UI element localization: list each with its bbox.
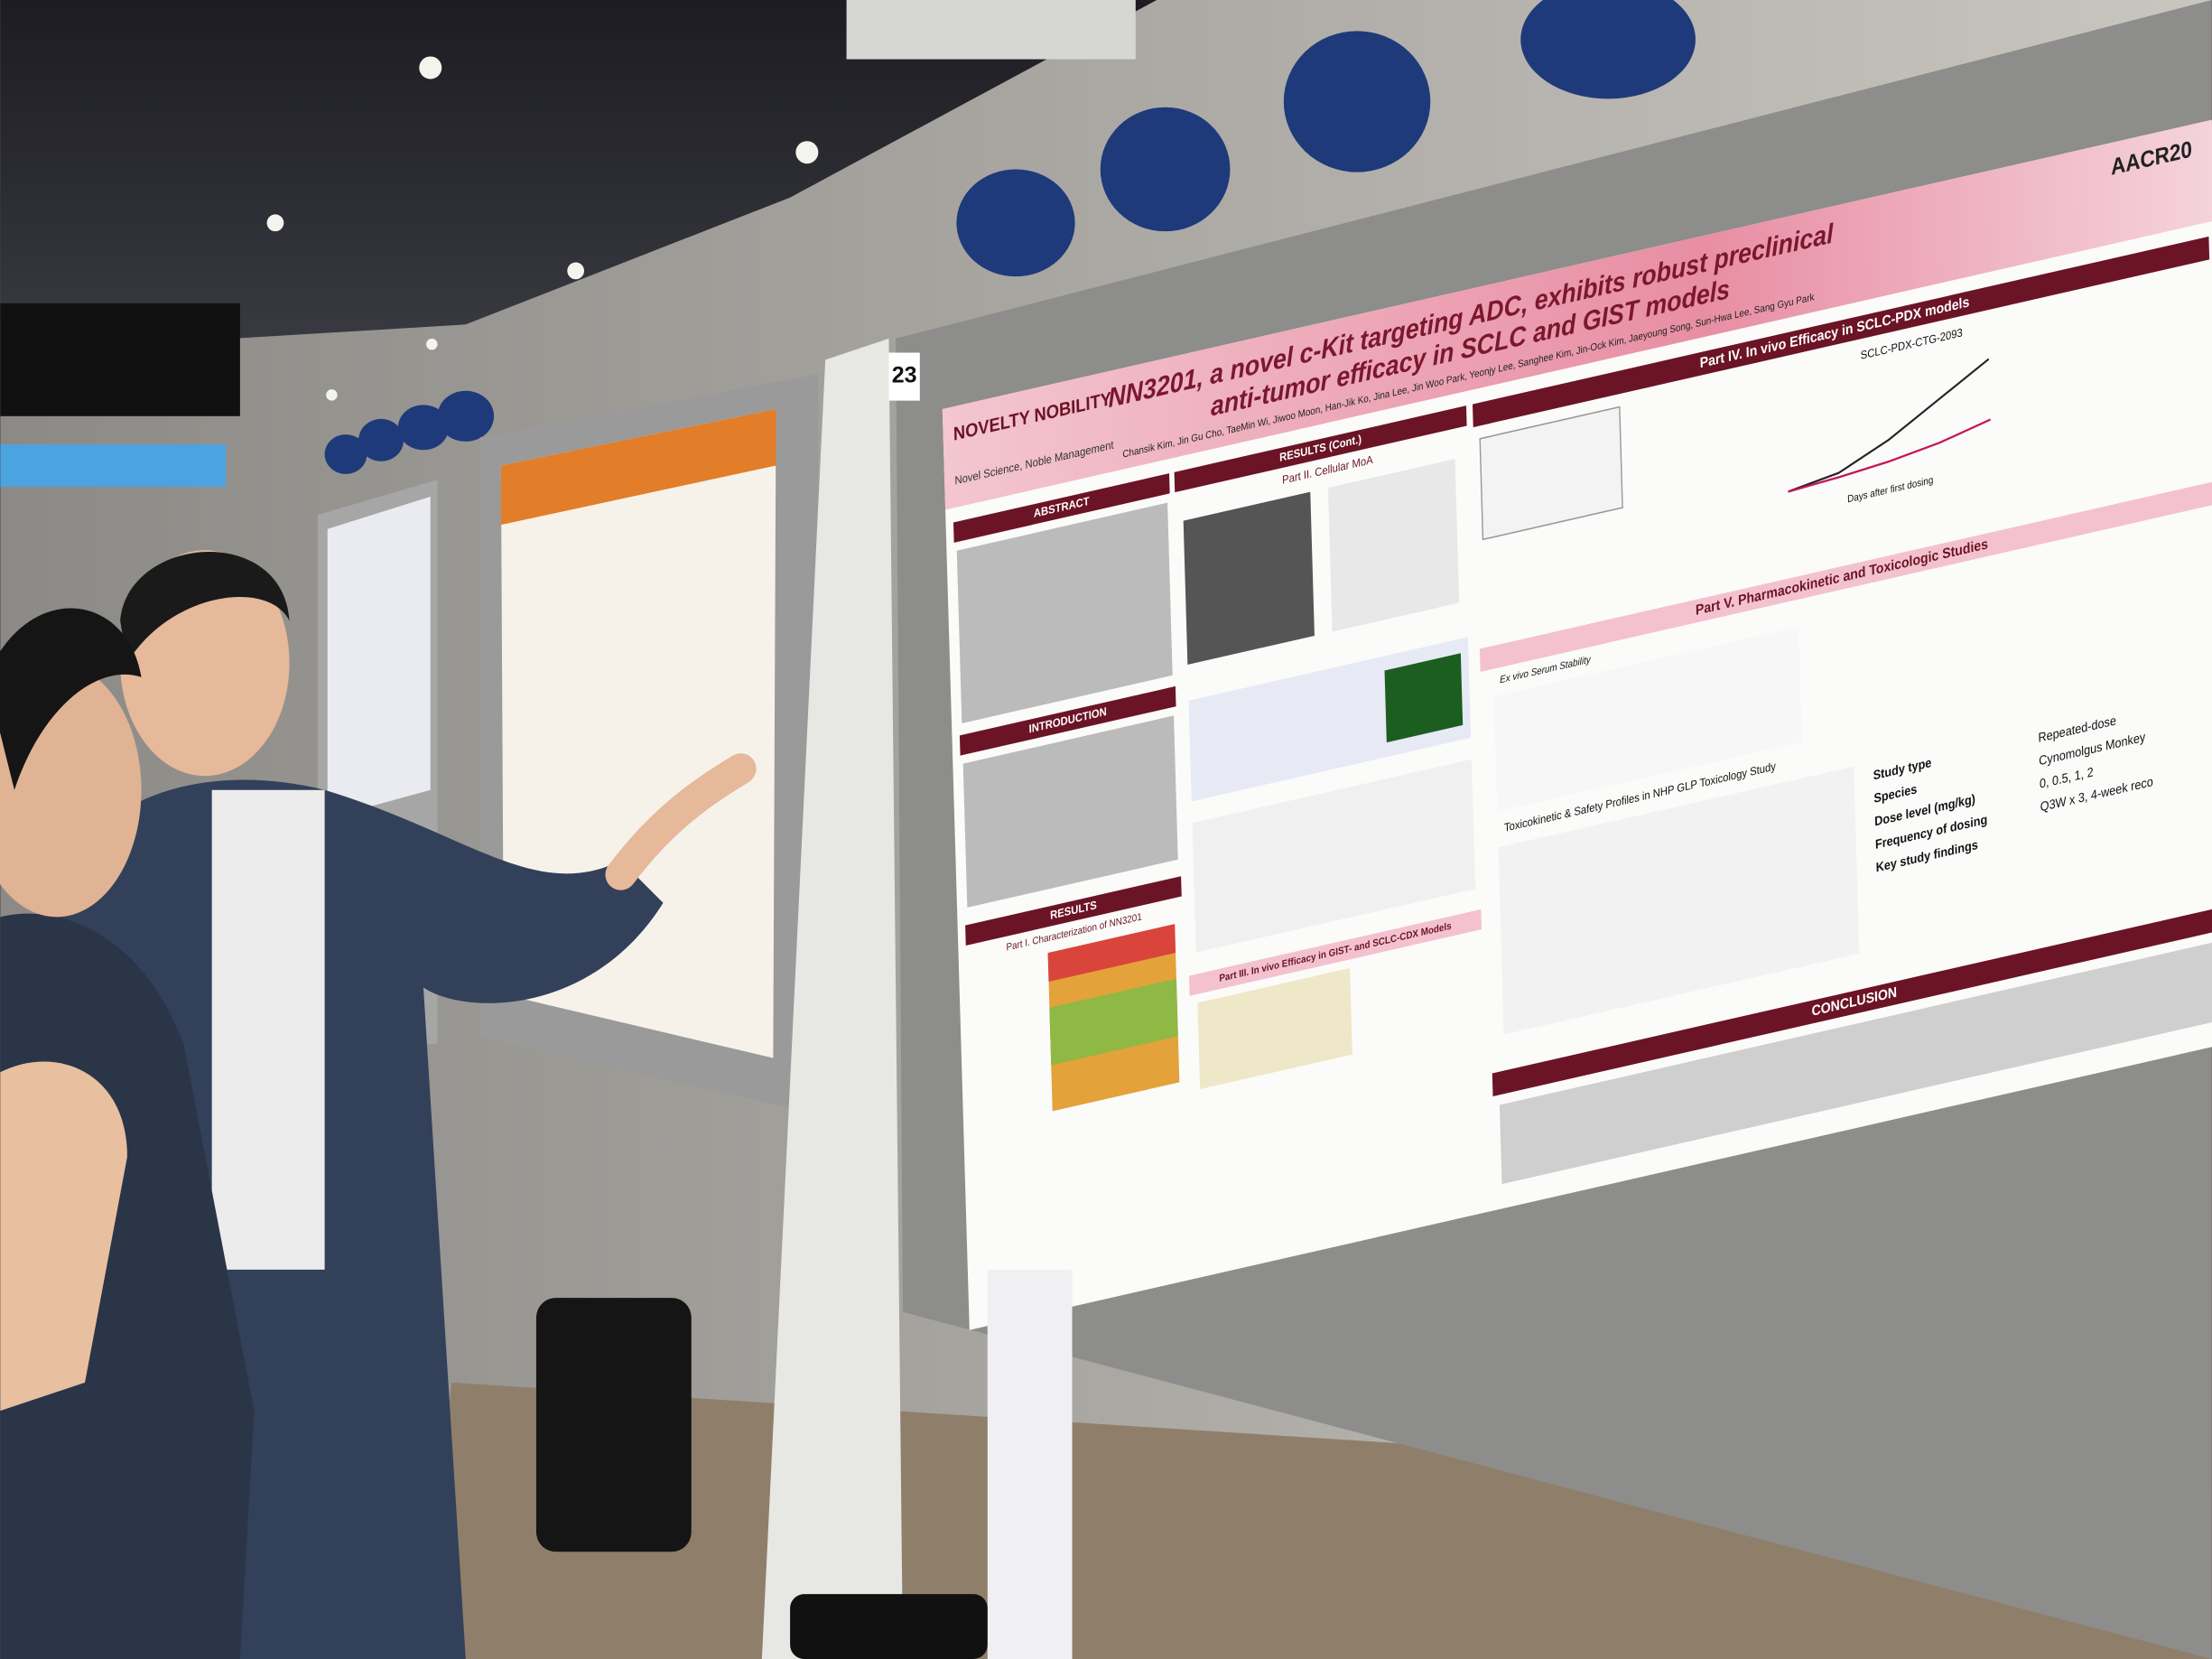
ceiling-panel bbox=[846, 0, 1136, 60]
text-block bbox=[962, 715, 1178, 908]
board-edge bbox=[761, 338, 904, 1659]
table bbox=[1479, 405, 1623, 541]
section-bar bbox=[1479, 480, 2212, 672]
speakers bbox=[324, 0, 1696, 474]
backpack bbox=[535, 1298, 692, 1552]
poster-banner bbox=[942, 119, 2212, 510]
section-bar bbox=[959, 685, 1176, 756]
western-blot bbox=[1183, 491, 1315, 666]
poster: NOVELTY NOBILITY Novel Science, Noble Ma… bbox=[942, 119, 2212, 1330]
figure bbox=[1192, 759, 1476, 953]
section-bar bbox=[1189, 909, 1482, 996]
text-block bbox=[1499, 939, 2212, 1185]
poster-roll bbox=[987, 1269, 1073, 1659]
person-listener bbox=[0, 608, 255, 1659]
bag bbox=[790, 1594, 988, 1659]
microscopy bbox=[1384, 653, 1464, 743]
poster-mid-header bbox=[500, 409, 776, 526]
screen bbox=[0, 303, 240, 416]
poster-back bbox=[327, 496, 431, 819]
blue-sign bbox=[0, 444, 227, 487]
section-bar bbox=[953, 473, 1170, 543]
heatmap-band bbox=[1049, 978, 1178, 1066]
text-block bbox=[956, 502, 1173, 723]
pdx-curve bbox=[1788, 418, 1991, 493]
number-tag bbox=[888, 352, 920, 401]
table bbox=[1197, 968, 1352, 1090]
ceiling-lights bbox=[266, 56, 819, 401]
board-number: 23 bbox=[892, 363, 917, 388]
section-bar bbox=[965, 876, 1182, 946]
section-bar bbox=[1472, 236, 2210, 428]
section-bar bbox=[1492, 905, 2212, 1096]
ceiling bbox=[0, 0, 1157, 353]
section-bar bbox=[1174, 405, 1467, 493]
figure bbox=[1498, 766, 1860, 1035]
figure bbox=[1327, 459, 1460, 632]
figure bbox=[1493, 627, 1802, 812]
heatmap-band bbox=[1047, 924, 1176, 983]
pdx-curve bbox=[1788, 358, 1990, 493]
